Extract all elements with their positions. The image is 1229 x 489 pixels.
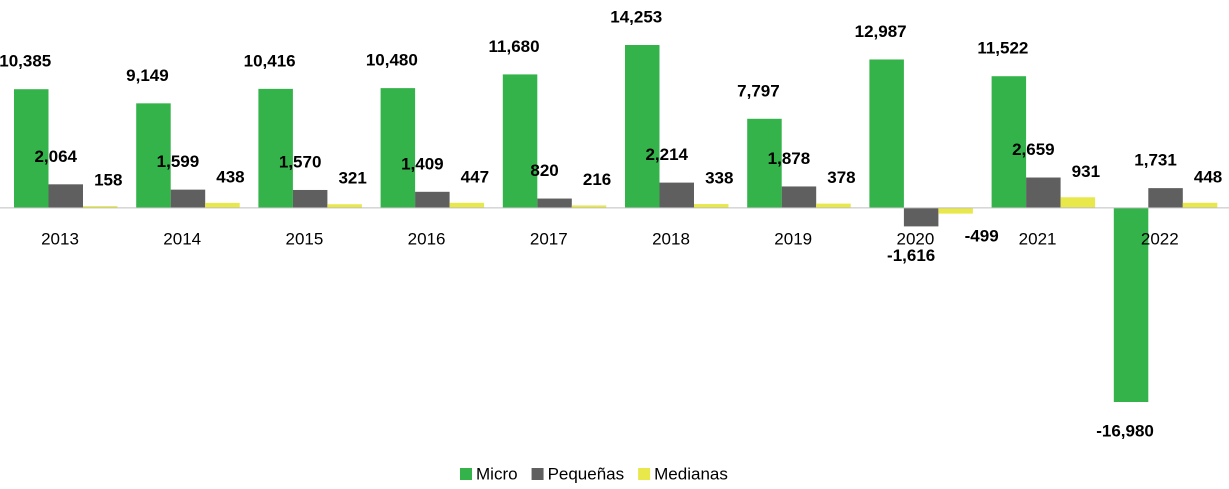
legend-swatch	[531, 468, 544, 480]
x-tick-label: 2020	[896, 229, 934, 248]
bar	[449, 202, 485, 208]
bar	[48, 184, 83, 208]
x-tick-label: 2016	[408, 229, 446, 248]
bar	[625, 45, 660, 208]
bar	[1148, 188, 1183, 208]
data-label: 338	[705, 169, 733, 188]
data-label: 931	[1072, 162, 1100, 181]
x-tick-label: 2013	[41, 229, 79, 248]
data-label: -1,616	[887, 246, 935, 265]
x-tick-label: 2022	[1141, 229, 1179, 248]
data-label: 438	[216, 167, 244, 186]
bar	[571, 205, 607, 208]
bar	[1026, 177, 1061, 208]
legend-swatch	[638, 468, 651, 480]
bar	[327, 204, 362, 208]
legend-label: Pequeñas	[548, 464, 625, 483]
data-label: 14,253	[610, 7, 662, 26]
x-tick-label: 2019	[774, 229, 812, 248]
x-tick-label: 2014	[163, 229, 201, 248]
data-label: 12,987	[855, 22, 907, 41]
bar	[781, 186, 817, 208]
x-tick-label: 2017	[530, 229, 568, 248]
data-label: 10,385	[0, 52, 51, 71]
x-tick-label: 2015	[285, 229, 323, 248]
bar	[205, 202, 240, 208]
data-label: 2,214	[645, 145, 688, 164]
data-label: 11,522	[977, 39, 1028, 58]
data-label: 378	[827, 168, 855, 187]
bar	[816, 203, 851, 208]
data-label: 820	[530, 161, 558, 180]
bar	[537, 198, 572, 208]
bar	[747, 118, 782, 208]
data-label: 1,570	[279, 152, 322, 171]
data-label: 1,878	[768, 149, 811, 168]
data-label: 2,659	[1012, 140, 1055, 159]
bar	[380, 88, 416, 208]
data-label: 10,480	[366, 51, 418, 70]
bar	[991, 76, 1027, 208]
bar	[938, 207, 973, 214]
data-label: 216	[583, 170, 611, 189]
bar	[903, 207, 939, 227]
bar	[415, 191, 450, 208]
legend-label: Micro	[476, 464, 518, 483]
x-tick-label: 2021	[1019, 229, 1057, 248]
legend-swatch	[460, 468, 472, 480]
bar	[502, 74, 538, 208]
bar	[83, 206, 118, 209]
bar	[292, 189, 328, 208]
x-tick-label: 2018	[652, 229, 690, 248]
data-label: 10,416	[244, 51, 296, 70]
bar	[1060, 197, 1096, 208]
data-label: -499	[965, 226, 999, 245]
legend-label: Medianas	[654, 464, 728, 483]
data-label: 321	[338, 169, 366, 188]
bar	[1113, 207, 1149, 402]
data-label: 158	[94, 171, 122, 190]
data-label: 9,149	[126, 66, 169, 85]
bar	[136, 103, 171, 208]
bar	[659, 182, 694, 208]
data-label: 448	[1194, 167, 1222, 186]
bar	[1182, 202, 1218, 208]
data-label: 7,797	[737, 81, 780, 100]
bar	[170, 189, 206, 208]
data-label: 1,409	[401, 154, 444, 173]
bar	[694, 204, 729, 208]
bar	[14, 89, 49, 208]
data-label: 1,599	[157, 152, 200, 171]
data-label: 447	[461, 167, 489, 186]
data-label: 11,680	[489, 37, 540, 56]
data-label: 1,731	[1134, 151, 1177, 170]
bar	[258, 88, 293, 208]
data-label: -16,980	[1096, 421, 1154, 440]
data-label: 2,064	[34, 147, 77, 166]
bar	[869, 59, 904, 208]
